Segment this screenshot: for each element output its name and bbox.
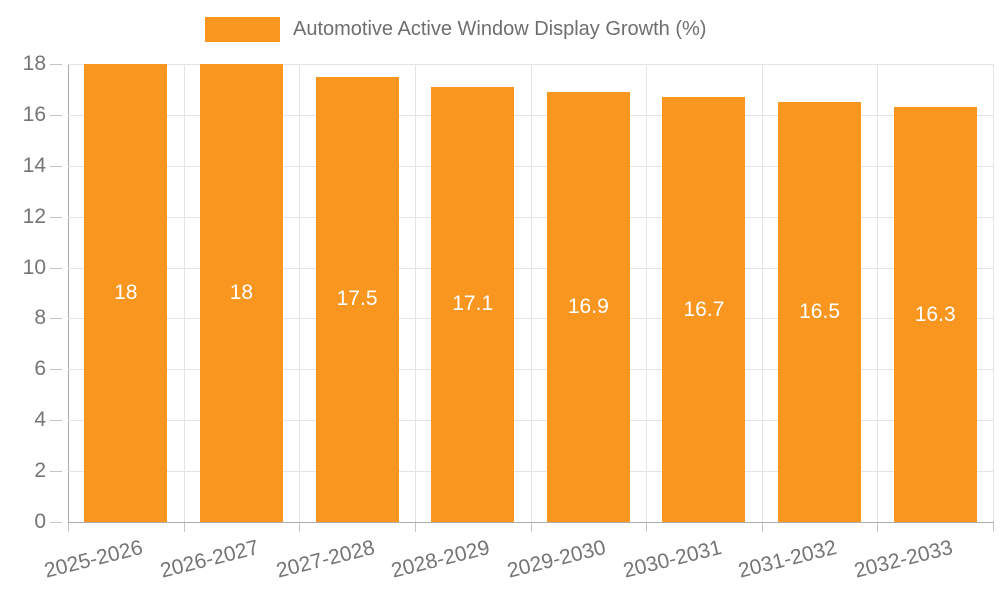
gridline-vertical: [530, 64, 532, 522]
bar-value-label: 16.9: [567, 294, 609, 318]
y-tick-label: 10: [22, 255, 46, 279]
x-tick-label: 2026-2027: [157, 536, 262, 583]
x-tick-label: 2025-2026: [42, 536, 146, 583]
x-axis-tick: [68, 523, 69, 532]
y-axis-tick: [50, 114, 62, 116]
y-axis-line: [68, 64, 69, 523]
x-axis-tick: [993, 523, 994, 532]
bar-value-label: 18: [229, 281, 254, 304]
bar[interactable]: 16.7: [662, 97, 746, 522]
bar[interactable]: 16.3: [893, 107, 977, 522]
bar-value-label: 17.1: [452, 292, 494, 316]
x-tick-label: 2030-2031: [620, 536, 724, 583]
legend-swatch-icon: [205, 17, 280, 42]
y-tick-label: 16: [22, 102, 46, 126]
x-axis-tick: [183, 523, 185, 532]
gridline-vertical: [761, 64, 763, 522]
y-tick-label: 4: [34, 408, 46, 432]
y-axis-tick: [50, 64, 62, 65]
bar[interactable]: 17.1: [431, 86, 515, 522]
y-axis-tick: [50, 369, 62, 371]
bar[interactable]: 16.9: [546, 91, 630, 522]
legend[interactable]: Automotive Active Window Display Growth …: [205, 17, 706, 42]
bar[interactable]: 18: [84, 64, 168, 522]
bar-value-label: 18: [114, 281, 138, 304]
legend-label: Automotive Active Window Display Growth …: [293, 18, 707, 40]
x-tick-label: 2031-2032: [736, 536, 840, 583]
gridline-vertical: [877, 64, 879, 522]
y-tick-label: 18: [22, 52, 46, 75]
x-tick-label: 2029-2030: [504, 536, 608, 583]
bar-value-label: 16.3: [914, 302, 956, 326]
x-tick-label: 2027-2028: [273, 536, 377, 583]
y-tick-label: 6: [34, 357, 46, 381]
bar-value-label: 17.5: [336, 287, 378, 311]
bar[interactable]: 18: [199, 64, 283, 522]
y-tick-label: 12: [22, 204, 46, 228]
bar[interactable]: 17.5: [315, 76, 399, 522]
gridline-vertical: [299, 64, 301, 522]
y-tick-label: 14: [22, 153, 46, 177]
x-axis-tick: [761, 523, 763, 532]
gridline-vertical: [993, 64, 994, 522]
y-axis-tick: [50, 420, 62, 422]
gridline-vertical: [646, 64, 648, 522]
gridline-vertical: [183, 64, 185, 522]
x-axis-tick: [646, 523, 648, 532]
bar-value-label: 16.7: [683, 297, 725, 321]
y-tick-label: 2: [34, 459, 46, 483]
x-axis-line: [68, 522, 994, 523]
x-tick-label: 2028-2029: [389, 536, 493, 583]
gridline-vertical: [414, 64, 416, 522]
x-axis-tick: [877, 523, 879, 532]
y-axis-tick: [50, 522, 62, 523]
x-axis-tick: [299, 523, 301, 532]
y-tick-label: 8: [34, 306, 46, 330]
y-axis-tick: [50, 267, 62, 269]
y-tick-label: 0: [34, 510, 46, 533]
x-axis-tick: [414, 523, 416, 532]
bar[interactable]: 16.5: [778, 102, 862, 522]
x-axis-tick: [530, 523, 532, 532]
y-axis-tick: [50, 471, 62, 473]
y-axis-tick: [50, 318, 62, 320]
x-tick-label: 2032-2033: [851, 536, 955, 583]
bar-value-label: 16.5: [799, 300, 840, 324]
y-axis-tick: [50, 216, 62, 218]
y-axis-tick: [50, 165, 62, 167]
